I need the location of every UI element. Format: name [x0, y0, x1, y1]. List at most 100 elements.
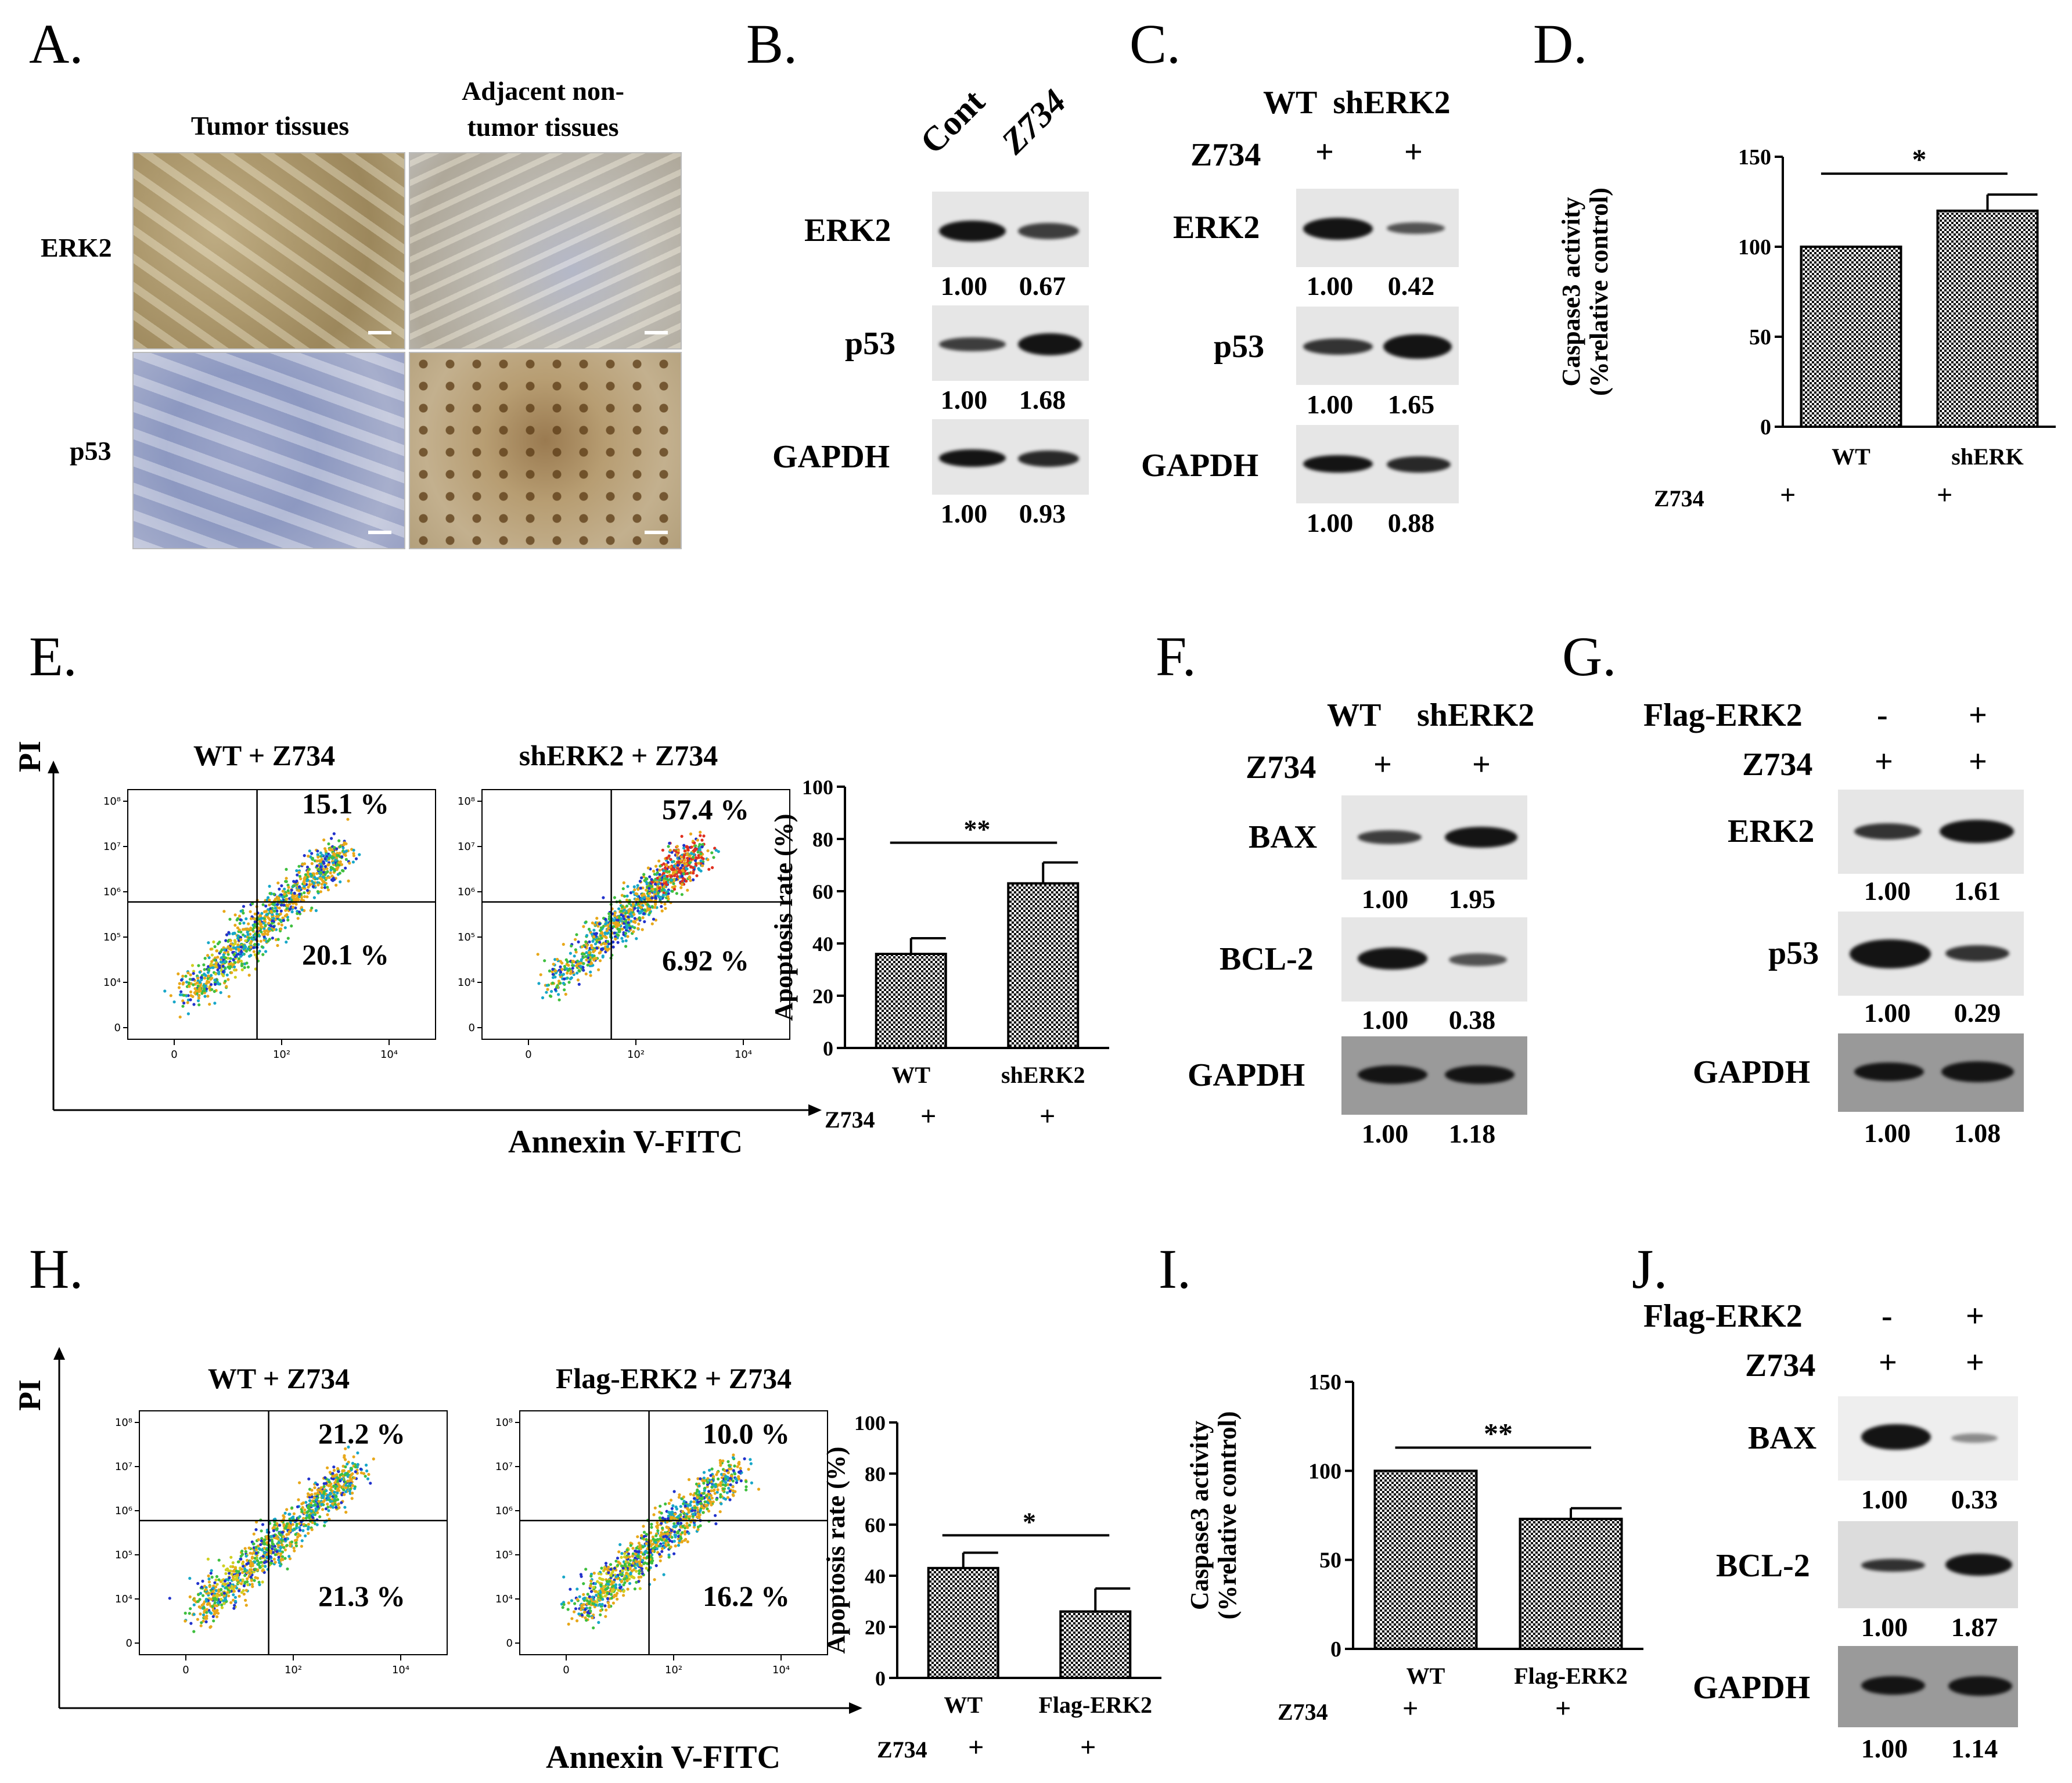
- panel-h-flow-plot2-svg: 10⁸ 10⁷ 10⁶ 10⁵ 10⁴ 0 0 10² 10⁴: [495, 1410, 828, 1676]
- panel-b-blot3-band2: [1018, 451, 1079, 467]
- flow-e1-ytick-label-0: 10⁸: [103, 795, 121, 808]
- panel-b-blot3-band1: [939, 449, 1006, 467]
- panel-d-treat1: +: [1780, 480, 1796, 510]
- chart-d-ytick-label-3: 150: [1738, 145, 1771, 170]
- panel-c-blot3-q2: 0.88: [1387, 508, 1435, 538]
- panel-c-blot3-band1: [1303, 455, 1373, 473]
- panel-d-treat-label: Z734: [1654, 485, 1704, 512]
- flow-e1-events: [163, 817, 361, 1019]
- chart-e-ytick-label-1: 20: [812, 985, 833, 1008]
- panel-g-blot2-band1: [1850, 939, 1931, 968]
- panel-g-blot3-q1: 1.00: [1864, 1118, 1911, 1148]
- panel-e-plot1-upper: 15.1 %: [302, 787, 389, 820]
- panel-i-treat1: +: [1402, 1693, 1419, 1724]
- panel-e-x-axis-label: Annexin V-FITC: [508, 1124, 743, 1160]
- panel-a-col1-label: Tumor tissues: [190, 111, 350, 141]
- chart-i-category-0: WT: [1406, 1663, 1445, 1689]
- flow-e1-ytick-label-2: 10⁶: [103, 886, 121, 898]
- ihc-normal-p53: [409, 352, 682, 549]
- panel-h-flow-plot1: 10⁸ 10⁷ 10⁶ 10⁵ 10⁴ 0 0 10² 10⁴: [99, 1399, 459, 1690]
- panel-h-x-axis-label: Annexin V-FITC: [546, 1739, 781, 1775]
- panel-h-plot2-title: Flag-ERK2 + Z734: [555, 1362, 792, 1395]
- panel-b-blot2: [932, 305, 1089, 381]
- chart-h-bar-1: [1059, 1610, 1132, 1680]
- chart-d-category-1: shERK: [1951, 444, 2024, 470]
- flow-e2-frame: [481, 789, 790, 1040]
- panel-c-blot3-q1: 1.00: [1306, 508, 1354, 538]
- panel-h-y-axis-label: PI: [12, 1379, 47, 1411]
- flow-e2-xtick-label-1: 10²: [627, 1049, 645, 1061]
- flow-h1-ytick-label-2: 10⁶: [115, 1505, 132, 1517]
- panel-j-blot3-band1: [1861, 1676, 1925, 1695]
- panel-d-chart-svg: 0 50 100 150 Caspase3 activity (%relative con…: [1557, 143, 2056, 470]
- panel-f-header1: WT: [1327, 697, 1382, 733]
- panel-f-blot2-band2: [1449, 953, 1507, 966]
- panel-j-blot1-band1: [1861, 1424, 1931, 1450]
- panel-b-blot1-band2: [1018, 223, 1079, 239]
- panel-j-treat2: +: [1966, 1345, 1984, 1381]
- ihc-tumor-p53: [132, 352, 405, 549]
- flow-e2-ytick-label-4: 10⁴: [458, 977, 475, 989]
- panel-f-blot2-q1: 1.00: [1361, 1005, 1409, 1035]
- panel-g-blot3-band2: [1941, 1061, 2014, 1082]
- panel-e-plot2-upper: 57.4 %: [662, 793, 749, 826]
- panel-f-blot1: [1341, 795, 1527, 880]
- panel-b-blot2-band1: [939, 337, 1006, 351]
- panel-h-flow-plot2: 10⁸ 10⁷ 10⁶ 10⁵ 10⁴ 0 0 10² 10⁴: [479, 1399, 839, 1690]
- flow-e2-ytick-label-0: 10⁸: [458, 795, 475, 808]
- panel-j-treat-label: Z734: [1745, 1348, 1816, 1384]
- panel-f-blot1-band2: [1445, 827, 1517, 848]
- chart-d-sig-label: *: [1912, 143, 1927, 175]
- panel-e-plot2-title: shERK2 + Z734: [519, 739, 718, 772]
- panel-e-treat2: +: [1039, 1101, 1056, 1132]
- flow-e2-xtick-label-0: 0: [525, 1049, 531, 1061]
- panel-b-blot3-q2: 0.93: [1019, 499, 1066, 528]
- panel-j-flag1: -: [1882, 1298, 1893, 1334]
- flow-h1-xtick-label-2: 10⁴: [392, 1664, 409, 1676]
- chart-e-sig-label: **: [964, 815, 991, 844]
- flow-h2-ytick-label-4: 10⁴: [495, 1593, 513, 1605]
- panel-d-letter: D.: [1533, 13, 1588, 75]
- panel-c-blot2-q2: 1.65: [1387, 390, 1435, 419]
- chart-d-ytick-label-2: 100: [1738, 235, 1771, 260]
- panel-b-lane2: Z734: [994, 82, 1074, 161]
- panel-j-flag2: +: [1966, 1298, 1984, 1334]
- flow-e1-xtick-label-2: 10⁴: [380, 1049, 398, 1061]
- panel-a-row1-label: ERK2: [41, 233, 112, 262]
- panel-f-letter: F.: [1156, 625, 1196, 687]
- panel-f-blot1-q1: 1.00: [1361, 884, 1409, 914]
- panel-a-row2-label: p53: [70, 436, 111, 466]
- panel-e-flow-plot1-svg: 10⁸ 10⁷ 10⁶ 10⁵ 10⁴ 0 0 10² 10⁴: [103, 789, 436, 1061]
- panel-f-blot3-q2: 1.18: [1448, 1119, 1496, 1148]
- panel-f-treat-label: Z734: [1246, 750, 1316, 786]
- panel-f-header2: shERK2: [1417, 697, 1535, 733]
- panel-g-blot2-q2: 0.29: [1954, 998, 2001, 1028]
- chart-h-ylabel: Apoptosis rate (%): [825, 1447, 850, 1654]
- chart-d-bar-1: [1936, 210, 2039, 428]
- chart-h-ytick-label-1: 20: [865, 1616, 886, 1639]
- flow-e1-ytick-label-4: 10⁴: [103, 977, 121, 989]
- panel-b-blot1-band1: [939, 221, 1006, 242]
- panel-j-blot2-q2: 1.87: [1951, 1612, 1998, 1642]
- panel-g-blot2: [1838, 912, 2024, 996]
- panel-i-chart: 0 50 100 150 Caspase3 activity (%relative con…: [1185, 1359, 1661, 1707]
- chart-i-ytick-label-0: 0: [1330, 1637, 1341, 1662]
- panel-b-blot1-label: ERK2: [804, 212, 891, 248]
- flow-e2-ytick-label-1: 10⁷: [458, 841, 475, 853]
- panel-g-blot1: [1838, 790, 2024, 874]
- ihc-tumor-erk2: [132, 152, 405, 350]
- panel-h-flow-plot1-svg: 10⁸ 10⁷ 10⁶ 10⁵ 10⁴ 0 0 10² 10⁴: [115, 1410, 448, 1676]
- chart-i-ylabel-2: (%relative control): [1213, 1411, 1242, 1620]
- flow-h2-ytick-label-1: 10⁷: [495, 1461, 513, 1473]
- flow-h1-ytick-label-5: 0: [126, 1637, 132, 1649]
- panel-b-blot1-q1: 1.00: [940, 271, 988, 301]
- chart-e-ylabel: Apoptosis rate (%): [772, 814, 798, 1021]
- panel-f-blot1-q2: 1.95: [1448, 884, 1496, 914]
- chart-h-ytick-label-5: 100: [854, 1411, 886, 1435]
- flow-h2-ytick-label-0: 10⁸: [495, 1417, 513, 1429]
- chart-e-ytick-label-5: 100: [802, 776, 833, 799]
- panel-g-blot1-band1: [1854, 823, 1921, 840]
- chart-e-category-0: WT: [891, 1062, 930, 1088]
- panel-f-blot3-band1: [1358, 1065, 1427, 1084]
- panel-h-plot2-upper: 10.0 %: [703, 1417, 790, 1450]
